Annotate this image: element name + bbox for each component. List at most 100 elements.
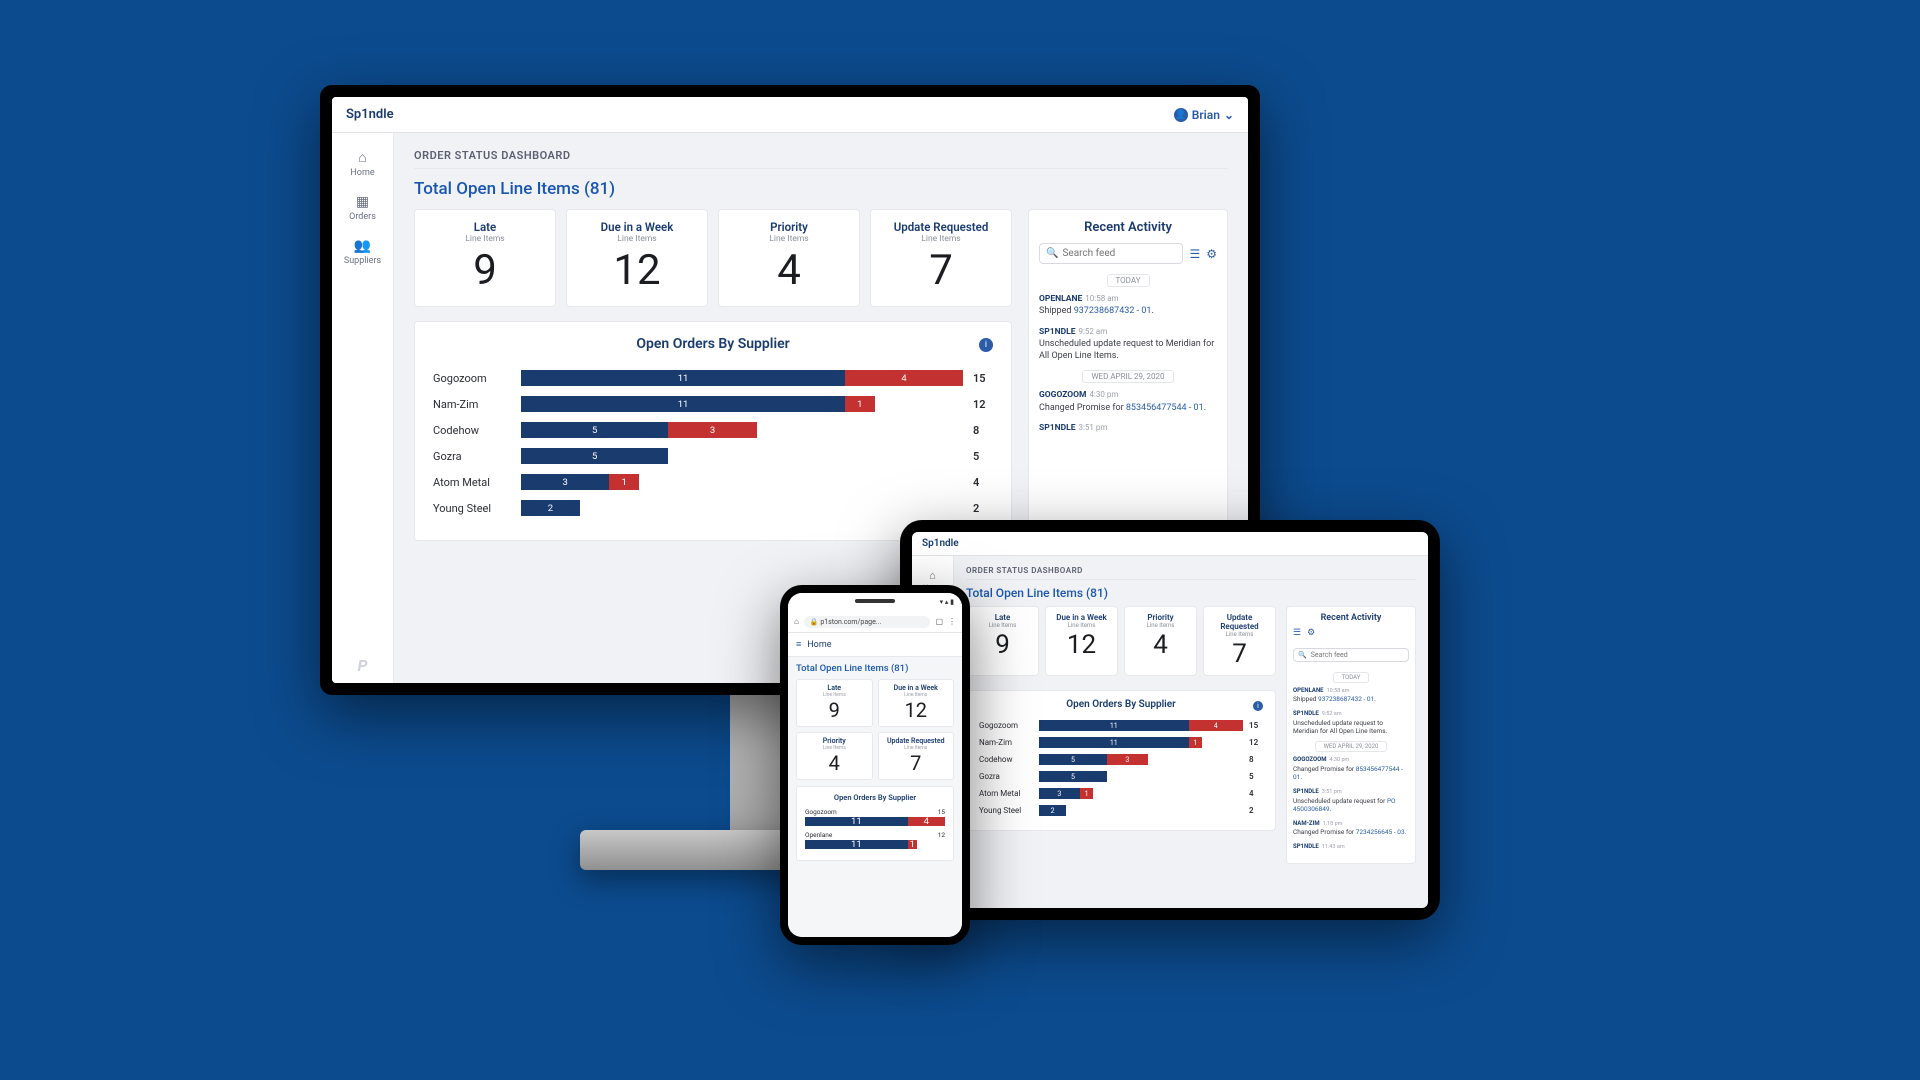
kpi-update-requested[interactable]: Update RequestedLine Items7 xyxy=(870,209,1012,307)
kpi-label: Late xyxy=(800,684,869,692)
tabs-icon[interactable]: ▢ xyxy=(935,617,943,626)
kpi-value: 12 xyxy=(882,700,951,720)
kpi-priority[interactable]: PriorityLine Items4 xyxy=(1124,606,1197,676)
user-menu[interactable]: 👤 Brian ⌄ xyxy=(1174,108,1234,122)
bar-segment-blue: 3 xyxy=(1039,788,1080,799)
bar-total: 8 xyxy=(1249,755,1263,764)
kpi-due-in-a-week[interactable]: Due in a WeekLine Items12 xyxy=(566,209,708,307)
feed-source: OPENLANE xyxy=(1293,687,1324,694)
bar-row-codehow[interactable]: Codehow 5 3 8 xyxy=(433,422,993,438)
feed-item[interactable]: SP1NDLE9:52 amUnscheduled update request… xyxy=(1039,326,1217,363)
filter-icon[interactable]: ☰ xyxy=(1293,628,1301,638)
search-input[interactable] xyxy=(1062,248,1176,259)
activity-tools: 🔍 ☰ ⚙ xyxy=(1039,243,1217,264)
kpi-value: 12 xyxy=(573,250,701,292)
feed-item[interactable]: NAM-ZIM1:18 pmChanged Promise for 723425… xyxy=(1293,819,1409,837)
chart-header: Open Orders By Supplier i xyxy=(433,336,993,352)
bar-segment-red: 4 xyxy=(908,817,945,826)
phone-bar-list: Gogozoom15 11 4 Openlane12 11 1 xyxy=(805,808,945,849)
bar-row-nam-zim[interactable]: Nam-Zim 11 1 12 xyxy=(433,396,993,412)
feed-item[interactable]: SP1NDLE11:43 am xyxy=(1293,842,1409,851)
feed-source: GOGOZOOM xyxy=(1293,756,1326,763)
bar-track: 11 4 xyxy=(805,817,945,826)
info-icon[interactable]: i xyxy=(1253,701,1263,711)
nav-home-label[interactable]: Home xyxy=(807,640,831,650)
search-feed[interactable]: 🔍 xyxy=(1039,243,1183,264)
search-feed[interactable]: 🔍 xyxy=(1293,648,1409,662)
feed-link[interactable]: 937238687432 - 01 xyxy=(1318,695,1374,703)
filter-icon[interactable]: ☰ xyxy=(1189,247,1200,261)
bar-row-openlane[interactable]: Openlane12 11 1 xyxy=(805,831,945,849)
bar-row-nam-zim[interactable]: Nam-Zim 11 1 12 xyxy=(979,737,1263,748)
bar-track: 11 4 xyxy=(1039,720,1243,731)
kpi-due-in-a-week[interactable]: Due in a WeekLine Items12 xyxy=(878,679,955,727)
tablet-screen: Sp1ndle ⌂Home ORDER STATUS DASHBOARD Tot… xyxy=(912,532,1428,908)
bar-row-atom-metal[interactable]: Atom Metal 3 1 4 xyxy=(979,788,1263,799)
feed-time: 10:58 am xyxy=(1085,294,1118,303)
kpi-priority[interactable]: PriorityLine Items4 xyxy=(796,732,873,780)
feed-item[interactable]: GOGOZOOM4:30 pmChanged Promise for 85345… xyxy=(1039,389,1217,414)
brand-label: Sp1ndle xyxy=(922,538,959,549)
bar-track: 3 1 xyxy=(521,474,963,490)
kpi-late[interactable]: LateLine Items9 xyxy=(966,606,1039,676)
phone-urlbar[interactable]: ⌂ 🔒 p1ston.com/page... ▢ ⋮ xyxy=(788,611,962,633)
kpi-late[interactable]: LateLine Items9 xyxy=(796,679,873,727)
bar-segment-red: 1 xyxy=(1189,737,1203,748)
sidebar-item-suppliers[interactable]: 👥Suppliers xyxy=(332,230,393,274)
bar-row-gozra[interactable]: Gozra 5 5 xyxy=(979,771,1263,782)
kpi-late[interactable]: LateLine Items9 xyxy=(414,209,556,307)
phone-main: Total Open Line Items (81) LateLine Item… xyxy=(788,657,962,937)
feed-item[interactable]: OPENLANE10:58 amShipped 937238687432 - 0… xyxy=(1039,293,1217,318)
feed-time: 9:52 am xyxy=(1079,327,1108,336)
feed-item[interactable]: SP1NDLE3:51 pm xyxy=(1039,422,1217,434)
day-separator: TODAY xyxy=(1107,274,1150,287)
phone-screen: ▾ ▴ ▮ ⌂ 🔒 p1ston.com/page... ▢ ⋮ ≡ Home … xyxy=(788,593,962,937)
bar-track: 2 xyxy=(1039,805,1243,816)
left-column: LateLine Items9Due in a WeekLine Items12… xyxy=(414,209,1012,541)
feed-text: Changed Promise for xyxy=(1293,765,1356,773)
total-open-title: Total Open Line Items (81) xyxy=(966,586,1416,600)
kpi-due-in-a-week[interactable]: Due in a WeekLine Items12 xyxy=(1045,606,1118,676)
feed-time: 3:51 pm xyxy=(1322,789,1342,795)
home-icon: ⌂ xyxy=(929,569,936,582)
feed-source: SP1NDLE xyxy=(1293,788,1319,795)
bar-track: 11 1 xyxy=(805,840,945,849)
bar-segment-blue: 5 xyxy=(1039,771,1107,782)
gear-icon[interactable]: ⚙ xyxy=(1307,628,1315,638)
phone-nav: ≡ Home xyxy=(788,633,962,657)
menu-icon[interactable]: ⋮ xyxy=(948,617,956,626)
bar-row-atom-metal[interactable]: Atom Metal 3 1 4 xyxy=(433,474,993,490)
sidebar-item-orders[interactable]: ▦Orders xyxy=(332,186,393,230)
kpi-priority[interactable]: PriorityLine Items4 xyxy=(718,209,860,307)
bar-row-gogozoom[interactable]: Gogozoom15 11 4 xyxy=(805,808,945,826)
feed-link[interactable]: 937238687432 - 01 xyxy=(1074,306,1152,316)
bar-row-young-steel[interactable]: Young Steel 2 2 xyxy=(979,805,1263,816)
feed-link[interactable]: 7234256645 - 03 xyxy=(1356,828,1405,836)
feed-link[interactable]: 853456477544 - 01 xyxy=(1126,403,1204,413)
content-row: LateLine Items9Due in a WeekLine Items12… xyxy=(966,606,1416,864)
day-separator: WED APRIL 29, 2020 xyxy=(1315,741,1388,752)
sidebar: ⌂Home▦Orders👥SuppliersP xyxy=(332,133,394,683)
bar-row-gozra[interactable]: Gozra 5 5 xyxy=(433,448,993,464)
bar-row-gogozoom[interactable]: Gogozoom 11 4 15 xyxy=(433,370,993,386)
kpi-label: Priority xyxy=(1129,613,1192,622)
feed-item[interactable]: SP1NDLE3:51 pmUnscheduled update request… xyxy=(1293,787,1409,814)
gear-icon[interactable]: ⚙ xyxy=(1206,247,1217,261)
search-input[interactable] xyxy=(1311,651,1404,659)
feed-item[interactable]: OPENLANE10:58 amShipped 937238687432 - 0… xyxy=(1293,686,1409,704)
kpi-update-requested[interactable]: Update RequestedLine Items7 xyxy=(878,732,955,780)
kpi-label: Priority xyxy=(800,737,869,745)
bar-row-gogozoom[interactable]: Gogozoom 11 4 15 xyxy=(979,720,1263,731)
feed-item[interactable]: GOGOZOOM4:30 pmChanged Promise for 85345… xyxy=(1293,755,1409,782)
sidebar-item-home[interactable]: ⌂Home xyxy=(332,141,393,186)
hamburger-icon[interactable]: ≡ xyxy=(796,639,801,650)
info-icon[interactable]: i xyxy=(979,338,993,352)
main-content: ORDER STATUS DASHBOARD Total Open Line I… xyxy=(954,556,1428,908)
bar-row-young-steel[interactable]: Young Steel 2 2 xyxy=(433,500,993,516)
kpi-value: 4 xyxy=(1129,632,1192,658)
kpi-update-requested[interactable]: Update RequestedLine Items7 xyxy=(1203,606,1276,676)
feed-item[interactable]: SP1NDLE9:52 amUnscheduled update request… xyxy=(1293,709,1409,736)
kpi-label: Due in a Week xyxy=(573,220,701,234)
bar-row-codehow[interactable]: Codehow 5 3 8 xyxy=(979,754,1263,765)
bar-segment-blue: 3 xyxy=(521,474,609,490)
